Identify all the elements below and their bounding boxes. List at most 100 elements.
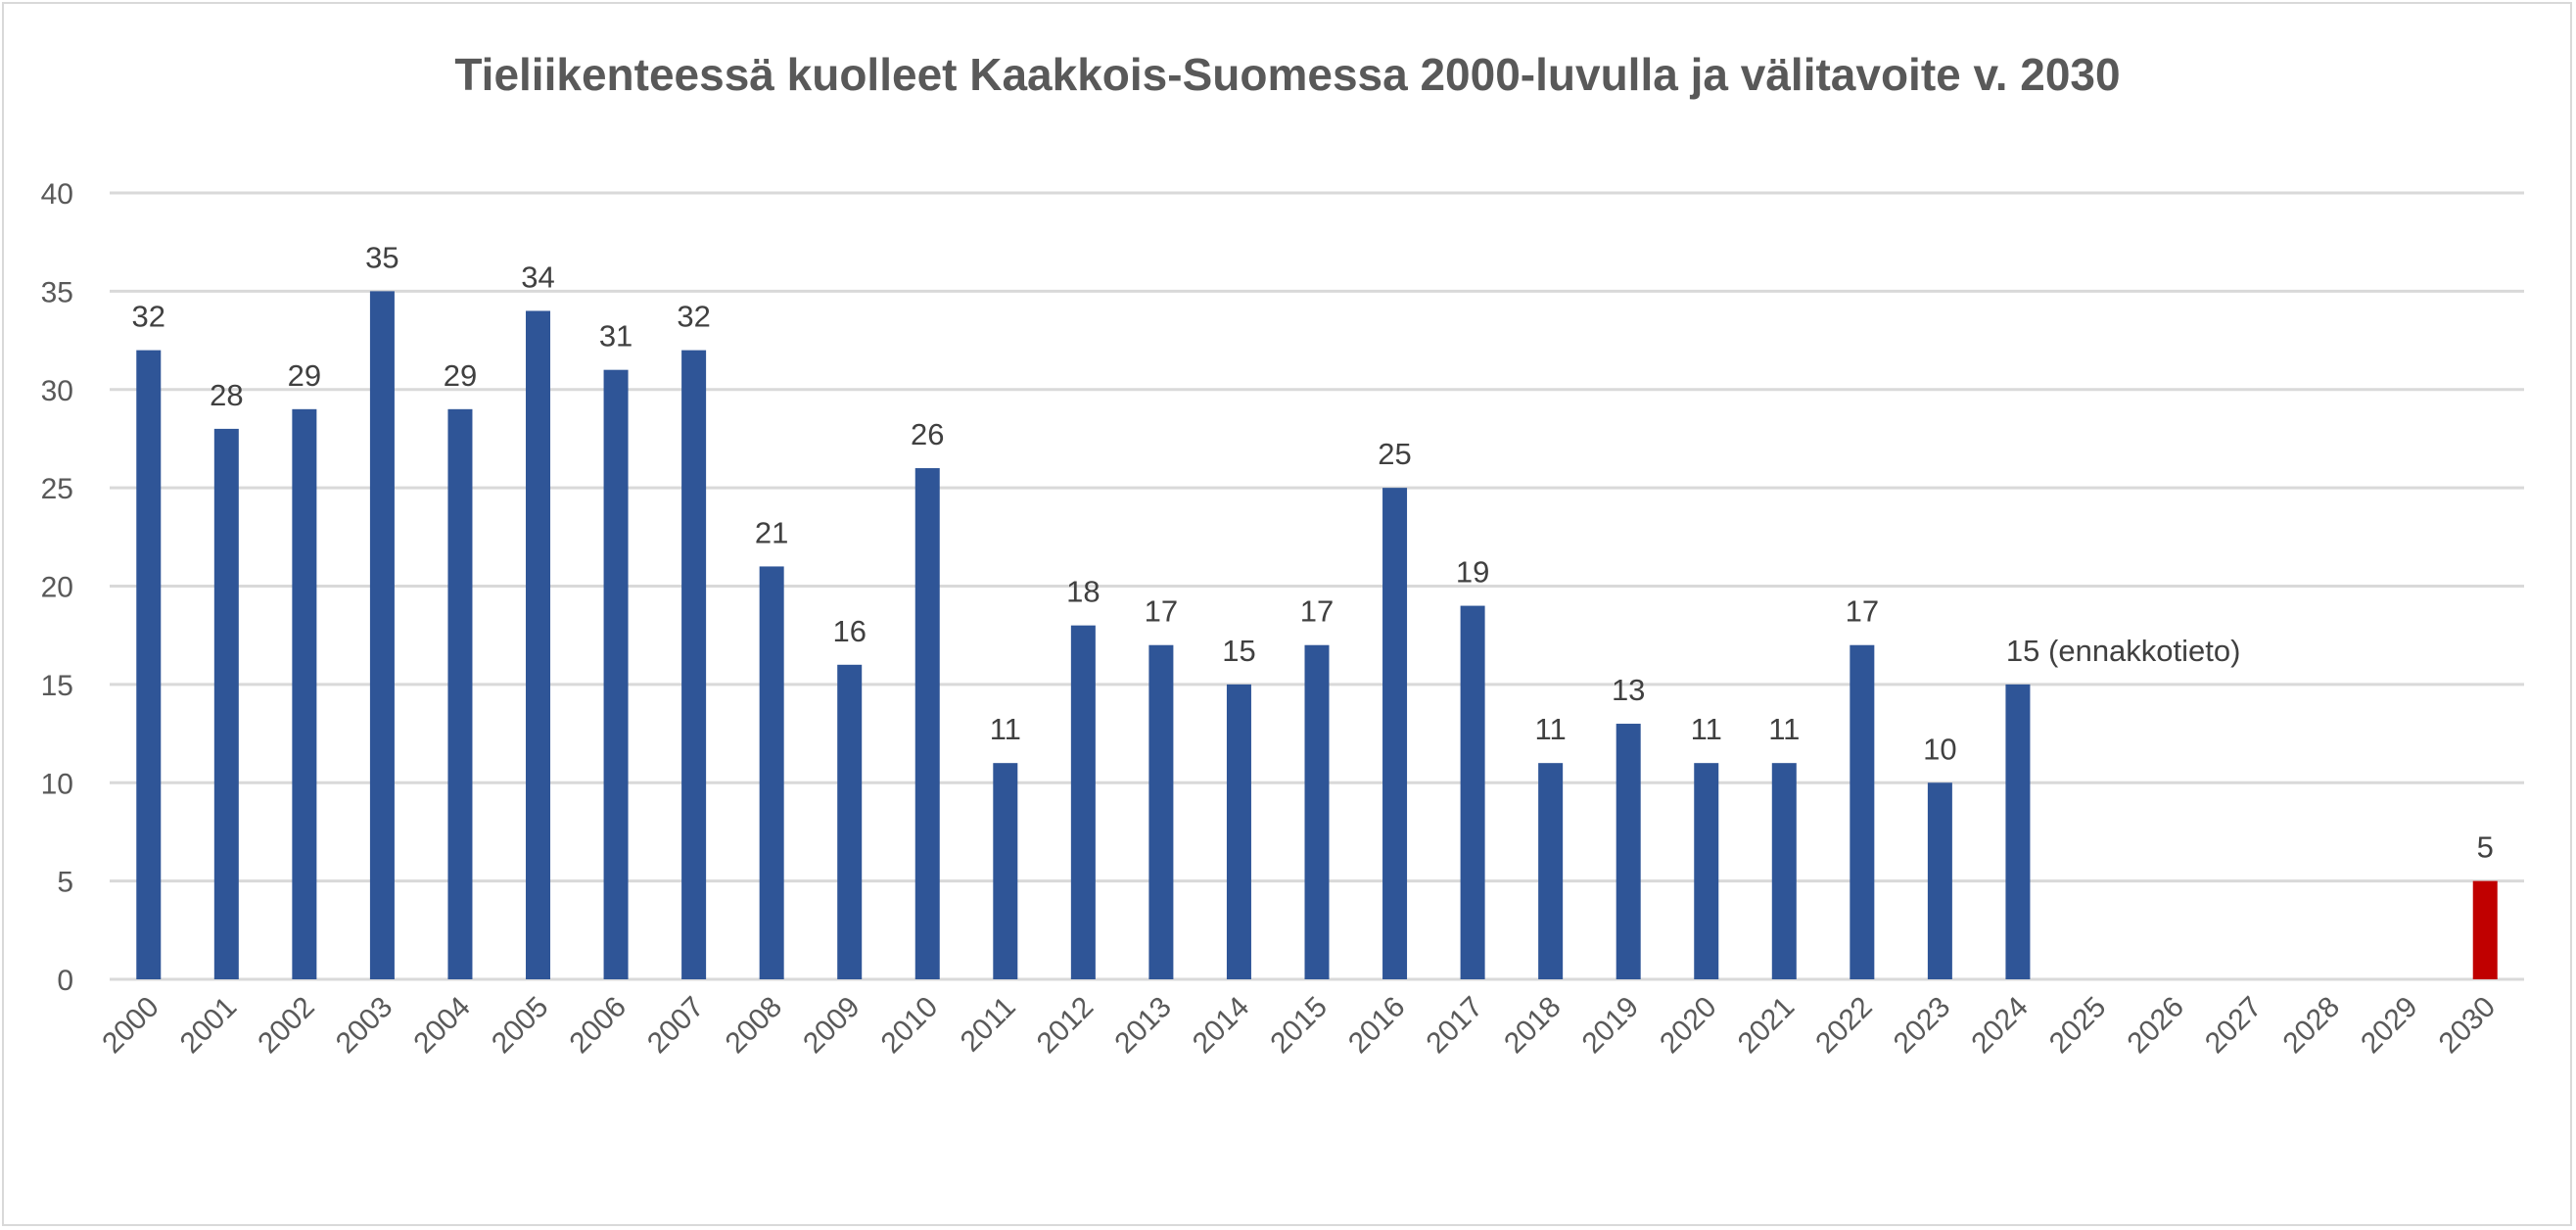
data-label-2016: 25 <box>1378 437 1411 471</box>
data-label-2001: 28 <box>210 378 243 412</box>
x-tick-label: 2013 <box>1108 991 1178 1061</box>
bar-2007 <box>681 350 707 980</box>
x-tick-label: 2022 <box>1809 991 1879 1061</box>
bar-2021 <box>1771 763 1797 979</box>
bar-2003 <box>369 291 395 979</box>
x-tick-label: 2001 <box>174 991 244 1061</box>
data-label-2018: 11 <box>1535 712 1567 746</box>
y-tick-label: 0 <box>57 965 73 997</box>
data-label-2014: 15 <box>1222 634 1255 668</box>
data-label-2024: 15 (ennakkotieto) <box>2006 634 2241 668</box>
x-tick-label: 2015 <box>1264 991 1334 1061</box>
x-tick-label: 2025 <box>2043 991 2113 1061</box>
bars <box>136 291 2498 980</box>
x-tick-label: 2002 <box>252 991 321 1061</box>
bar-2020 <box>1694 763 1719 979</box>
x-tick-label: 2021 <box>1732 991 1802 1061</box>
data-label-2021: 11 <box>1768 712 1800 746</box>
data-label-2011: 11 <box>990 712 1021 746</box>
x-tick-label: 2027 <box>2199 991 2269 1061</box>
data-label-2013: 17 <box>1145 594 1178 629</box>
x-tick-label: 2010 <box>875 991 945 1061</box>
bar-2015 <box>1304 644 1330 979</box>
x-tick-label: 2009 <box>797 991 866 1061</box>
bar-2009 <box>837 664 863 979</box>
bar-2016 <box>1382 488 1408 979</box>
x-tick-label: 2023 <box>1888 991 1957 1061</box>
data-label-2017: 19 <box>1456 555 1489 590</box>
x-tick-label: 2028 <box>2277 991 2347 1061</box>
x-tick-label: 2020 <box>1654 991 1723 1061</box>
data-label-2009: 16 <box>832 614 866 648</box>
y-tick-label: 15 <box>41 670 73 702</box>
bar-2022 <box>1850 644 1875 979</box>
bar-2002 <box>292 408 317 979</box>
data-label-2030: 5 <box>2477 830 2494 865</box>
bar-2000 <box>136 350 162 980</box>
bar-2014 <box>1226 684 1251 979</box>
data-label-2012: 18 <box>1066 575 1100 609</box>
bar-2008 <box>759 566 784 979</box>
x-tick-label: 2016 <box>1342 991 1412 1061</box>
data-label-2004: 29 <box>444 358 477 393</box>
x-tick-label: 2029 <box>2355 991 2424 1061</box>
bar-2013 <box>1148 644 1174 979</box>
x-axis-ticks: 2000 2001 2002 2003 2004 2005 2006 2007 2008 2009… <box>96 991 2502 1061</box>
bar-2023 <box>1927 782 1952 979</box>
bar-2010 <box>914 468 940 979</box>
bar-2017 <box>1460 605 1485 979</box>
data-label-2022: 17 <box>1846 594 1879 629</box>
bar-2030 <box>2472 880 2498 979</box>
y-axis-ticks: 0 5 10 15 20 25 30 35 40 <box>41 178 73 997</box>
chart-title: Tieliikenteessä kuolleet Kaakkois-Suomes… <box>454 49 2120 100</box>
bar-2019 <box>1616 724 1641 979</box>
data-label-2020: 11 <box>1691 712 1722 746</box>
data-label-2000: 32 <box>132 300 165 334</box>
bar-2006 <box>603 369 629 979</box>
y-tick-label: 5 <box>57 867 73 899</box>
y-tick-label: 35 <box>41 276 73 308</box>
x-tick-label: 2018 <box>1498 991 1568 1061</box>
gridlines <box>110 191 2524 981</box>
x-tick-label: 2005 <box>486 991 555 1061</box>
bar-2018 <box>1538 763 1564 979</box>
data-label-2006: 31 <box>599 319 632 354</box>
x-tick-label: 2024 <box>1965 991 2035 1061</box>
data-label-2010: 26 <box>911 417 944 451</box>
x-tick-label: 2011 <box>955 991 1022 1059</box>
data-label-2008: 21 <box>755 515 788 549</box>
bar-2001 <box>213 428 239 979</box>
x-tick-label: 2014 <box>1187 991 1256 1061</box>
x-tick-label: 2006 <box>563 991 632 1061</box>
x-tick-label: 2030 <box>2433 991 2503 1061</box>
bar-2012 <box>1070 625 1096 979</box>
y-tick-label: 40 <box>41 178 73 211</box>
bar-2004 <box>447 408 473 979</box>
y-tick-label: 20 <box>41 572 73 604</box>
bar-2011 <box>993 763 1018 979</box>
data-label-2019: 13 <box>1612 673 1645 707</box>
bar-2024 <box>2005 684 2031 979</box>
data-label-2015: 17 <box>1300 594 1334 629</box>
y-tick-label: 10 <box>41 768 73 800</box>
y-tick-label: 25 <box>41 473 73 505</box>
data-label-2005: 34 <box>521 260 554 294</box>
data-label-2023: 10 <box>1923 732 1956 766</box>
x-tick-label: 2012 <box>1031 991 1101 1061</box>
data-label-2003: 35 <box>365 240 398 274</box>
x-tick-label: 2003 <box>330 991 399 1061</box>
bar-2005 <box>526 310 551 979</box>
y-tick-label: 30 <box>41 375 73 407</box>
x-tick-label: 2019 <box>1576 991 1646 1061</box>
data-labels: 32 28 29 35 29 34 31 32 21 16 26 11 18 17 15 17 25 19 11 13… <box>132 240 2494 864</box>
x-tick-label: 2017 <box>1421 991 1490 1061</box>
x-tick-label: 2007 <box>641 991 711 1061</box>
x-tick-label: 2004 <box>407 991 477 1061</box>
data-label-2002: 29 <box>288 358 321 393</box>
x-tick-label: 2008 <box>720 991 789 1061</box>
x-tick-label: 2026 <box>2121 991 2190 1061</box>
data-label-2007: 32 <box>677 300 710 334</box>
x-tick-label: 2000 <box>96 991 165 1061</box>
